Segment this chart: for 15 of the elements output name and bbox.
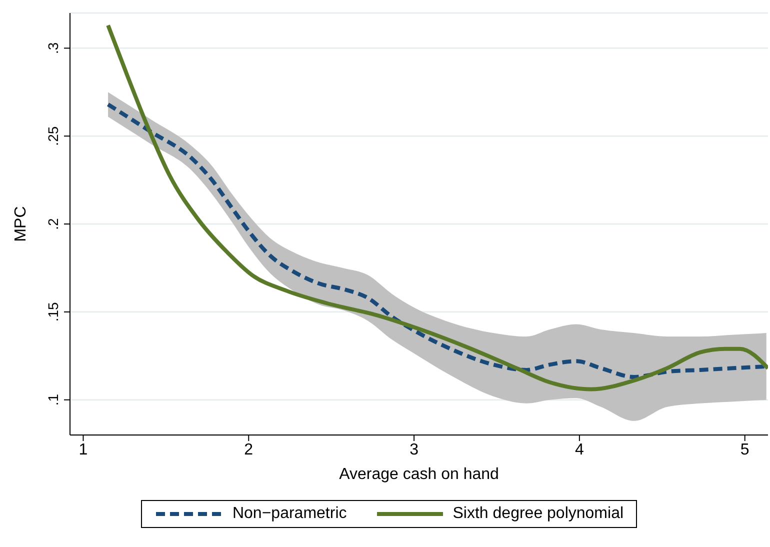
x-tick-label: 4 bbox=[574, 441, 584, 458]
x-tick-label: 1 bbox=[78, 441, 88, 458]
y-tick-label: .25 bbox=[45, 126, 61, 146]
legend-label: Sixth degree polynomial bbox=[452, 505, 624, 523]
x-tick-label: 3 bbox=[410, 441, 419, 458]
y-tick-label: .15 bbox=[45, 302, 61, 322]
x-tick-label: 5 bbox=[740, 441, 750, 458]
x-axis-title: Average cash on hand bbox=[339, 466, 499, 483]
x-tick-label: 2 bbox=[244, 441, 254, 458]
y-tick-label: .3 bbox=[45, 42, 61, 54]
y-tick-label: .1 bbox=[45, 394, 61, 406]
y-axis-title: MPC bbox=[12, 206, 30, 242]
legend-label: Non−parametric bbox=[232, 505, 347, 523]
line-series bbox=[106, 23, 768, 392]
y-tick-label: .2 bbox=[45, 218, 61, 230]
